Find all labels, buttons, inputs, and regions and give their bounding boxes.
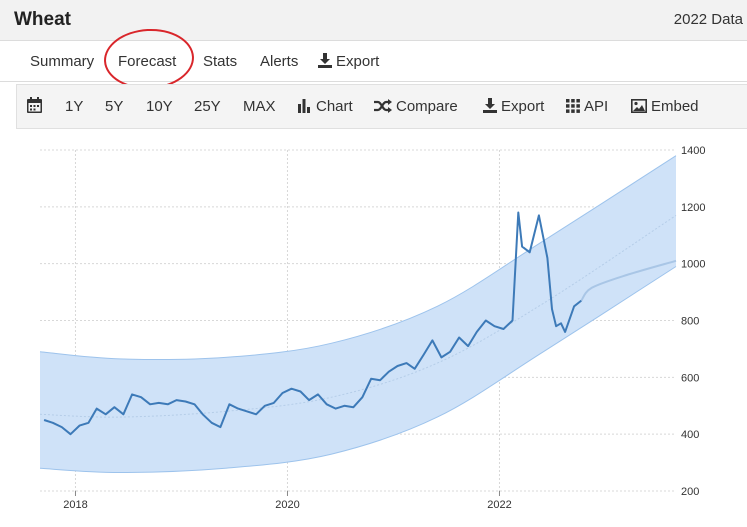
api-button[interactable]: API	[566, 98, 608, 117]
y-tick-label: 1400	[681, 145, 705, 157]
tab-stats[interactable]: Stats	[203, 53, 238, 70]
grid-icon	[566, 99, 580, 117]
range-1y-button[interactable]: 1Y	[65, 98, 84, 115]
range-25y-button[interactable]: 25Y	[194, 98, 221, 115]
tab-export[interactable]: Export	[318, 53, 379, 72]
bar-chart-icon	[298, 98, 312, 117]
price-chart: 2018 2020 2022 200 400 600 800 1000 1200 1400	[39, 145, 705, 511]
embed-button-label: Embed	[651, 98, 699, 115]
price-series-line	[43, 211, 582, 436]
x-tick-label: 2020	[275, 499, 299, 511]
forecast-line	[580, 259, 677, 302]
y-axis-ticks: 200 400 600 800 1000 1200 1400	[681, 145, 705, 498]
y-tick-label: 1200	[681, 202, 705, 214]
tab-export-label: Export	[336, 53, 380, 70]
band-upper-edge	[39, 155, 677, 361]
compare-button[interactable]: Compare	[374, 98, 458, 117]
y-tick-label: 800	[681, 316, 699, 328]
band-lower-edge	[39, 266, 677, 474]
header-bar: Wheat 2022 Data	[0, 0, 747, 41]
export-button[interactable]: Export	[483, 98, 544, 117]
calendar-icon[interactable]	[27, 97, 42, 117]
x-tick-label: 2018	[63, 499, 87, 511]
range-max-button[interactable]: MAX	[243, 98, 276, 115]
api-button-label: API	[584, 98, 609, 115]
compare-button-label: Compare	[396, 98, 458, 115]
confidence-band	[40, 155, 676, 473]
download-icon	[483, 98, 497, 117]
chart-button-label: Chart	[316, 98, 353, 115]
range-10y-button[interactable]: 10Y	[146, 98, 173, 115]
year-data-label: 2022 Data	[673, 11, 743, 28]
x-tick-label: 2022	[487, 499, 511, 511]
page-title: Wheat	[14, 9, 71, 30]
tab-alerts[interactable]: Alerts	[260, 53, 299, 70]
y-tick-label: 400	[681, 429, 699, 441]
image-icon	[631, 99, 647, 117]
y-tick-label: 1000	[681, 259, 705, 271]
tab-summary[interactable]: Summary	[30, 53, 95, 70]
y-tick-label: 200	[681, 486, 699, 498]
y-tick-label: 600	[681, 372, 699, 384]
tab-bar: Summary Forecast Stats Alerts Export	[0, 41, 747, 82]
download-icon	[318, 53, 332, 72]
range-5y-button[interactable]: 5Y	[105, 98, 124, 115]
embed-button[interactable]: Embed	[631, 98, 699, 117]
tab-forecast[interactable]: Forecast	[118, 53, 177, 70]
trend-line	[39, 214, 677, 418]
x-axis-ticks: 2018 2020 2022	[63, 491, 512, 511]
chart-button[interactable]: Chart	[298, 98, 353, 117]
chart-toolbar: 1Y 5Y 10Y 25Y MAX Chart Compare Export A…	[16, 84, 747, 129]
export-button-label: Export	[501, 98, 545, 115]
shuffle-icon	[374, 99, 392, 117]
